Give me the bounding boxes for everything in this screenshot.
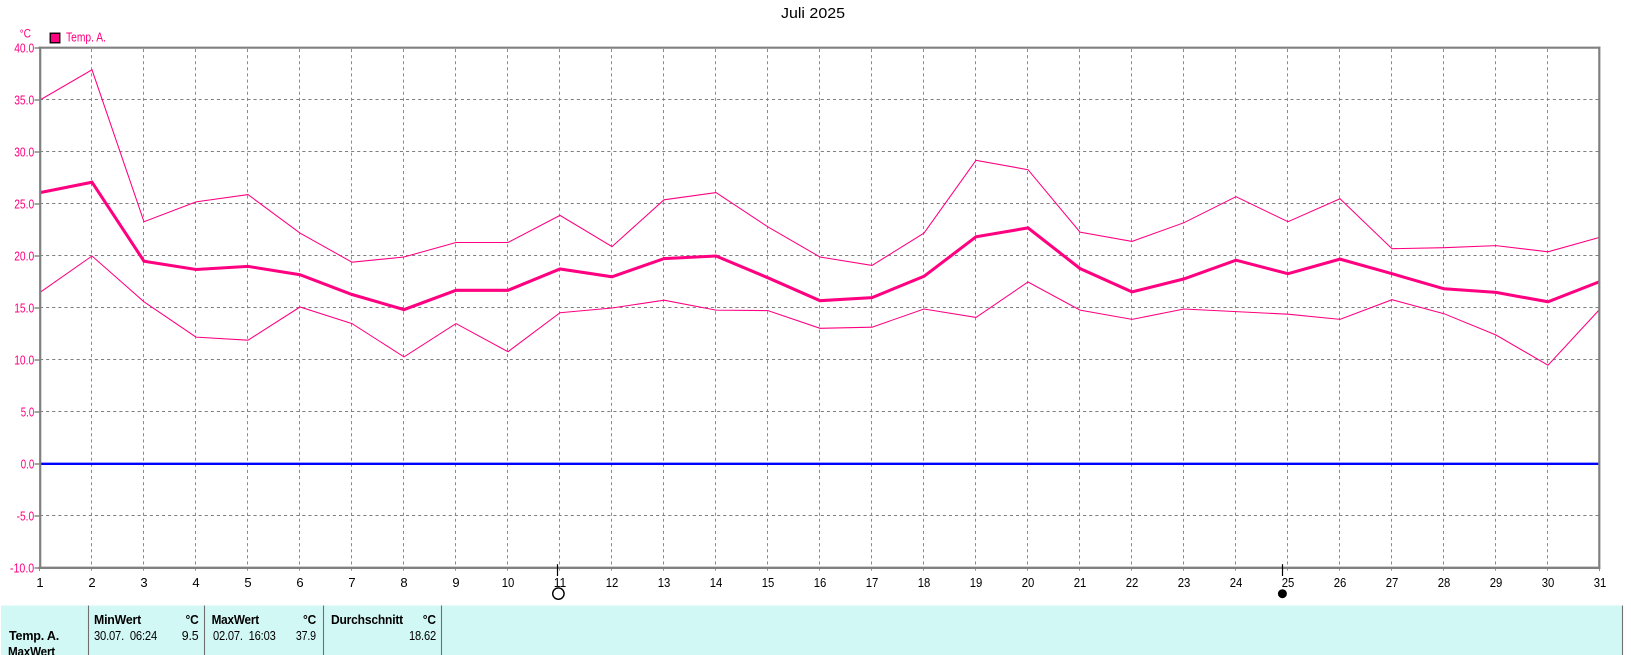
svg-text:14: 14 xyxy=(710,575,723,590)
svg-text:18.62: 18.62 xyxy=(409,629,436,643)
svg-text:-10.0: -10.0 xyxy=(10,561,34,576)
svg-text:2: 2 xyxy=(88,575,95,590)
svg-text:29: 29 xyxy=(1490,575,1503,590)
svg-text:20: 20 xyxy=(1022,575,1035,590)
svg-text:MinWert: MinWert xyxy=(94,613,142,627)
svg-text:26: 26 xyxy=(1334,575,1347,590)
svg-text:-5.0: -5.0 xyxy=(17,509,35,524)
svg-text:37.9: 37.9 xyxy=(296,629,316,643)
svg-text:27: 27 xyxy=(1386,575,1399,590)
svg-text:8: 8 xyxy=(400,575,407,590)
svg-text:15.0: 15.0 xyxy=(14,301,34,316)
svg-text:02.07. 16:03: 02.07. 16:03 xyxy=(213,629,276,643)
svg-text:15: 15 xyxy=(762,575,775,590)
svg-text:1: 1 xyxy=(36,575,43,590)
svg-text:31: 31 xyxy=(1594,575,1607,590)
svg-text:12: 12 xyxy=(606,575,619,590)
svg-text:24: 24 xyxy=(1230,575,1243,590)
svg-text:Temp. A.: Temp. A. xyxy=(66,30,106,45)
svg-text:6: 6 xyxy=(296,575,303,590)
svg-text:16: 16 xyxy=(814,575,827,590)
svg-text:22: 22 xyxy=(1126,575,1139,590)
svg-text:25: 25 xyxy=(1282,575,1295,590)
svg-text:11: 11 xyxy=(554,575,567,590)
svg-text:35.0: 35.0 xyxy=(14,93,34,108)
svg-text:40.0: 40.0 xyxy=(14,41,34,56)
svg-text:23: 23 xyxy=(1178,575,1191,590)
svg-text:30: 30 xyxy=(1542,575,1555,590)
svg-text:30.0: 30.0 xyxy=(14,145,34,160)
svg-text:5: 5 xyxy=(244,575,251,590)
svg-text:4: 4 xyxy=(192,575,199,590)
svg-text:19: 19 xyxy=(970,575,983,590)
svg-text:18: 18 xyxy=(918,575,931,590)
svg-text:28: 28 xyxy=(1438,575,1451,590)
svg-text:5.0: 5.0 xyxy=(21,405,34,420)
svg-text:13: 13 xyxy=(658,575,671,590)
svg-text:17: 17 xyxy=(866,575,879,590)
svg-text:30.07. 06:24: 30.07. 06:24 xyxy=(94,629,157,643)
svg-text:°C: °C xyxy=(423,613,436,627)
svg-text:3: 3 xyxy=(140,575,147,590)
svg-text:7: 7 xyxy=(348,575,355,590)
svg-text:10: 10 xyxy=(502,575,515,590)
svg-text:Temp. A.: Temp. A. xyxy=(9,629,59,643)
svg-text:20.0: 20.0 xyxy=(14,249,34,264)
svg-text:10.0: 10.0 xyxy=(14,353,34,368)
svg-text:°C: °C xyxy=(186,613,199,627)
svg-text:9.5: 9.5 xyxy=(182,629,199,643)
svg-text:21: 21 xyxy=(1074,575,1087,590)
svg-text:Durchschnitt: Durchschnitt xyxy=(331,613,404,627)
svg-text:MaxWert: MaxWert xyxy=(212,613,260,627)
svg-text:°C: °C xyxy=(20,26,32,40)
svg-text:25.0: 25.0 xyxy=(14,197,34,212)
svg-text:9: 9 xyxy=(452,575,459,590)
svg-text:MaxWert: MaxWert xyxy=(8,645,56,655)
svg-text:Juli 2025: Juli 2025 xyxy=(781,5,845,22)
svg-text:°C: °C xyxy=(303,613,316,627)
svg-text:0.0: 0.0 xyxy=(21,457,34,472)
